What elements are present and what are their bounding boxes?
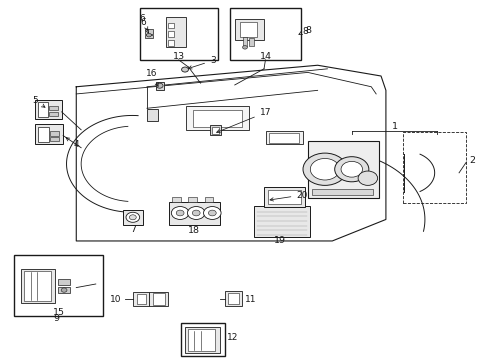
Bar [168,31,174,37]
Polygon shape [212,339,217,343]
Circle shape [146,33,151,37]
Bar [49,106,58,110]
Text: 3: 3 [188,56,215,69]
Polygon shape [188,22,195,26]
Text: 14: 14 [259,53,271,62]
Bar [140,8,217,60]
Bar [137,294,145,305]
Bar [14,255,103,316]
Text: 6: 6 [141,18,148,33]
Text: 12: 12 [226,333,238,342]
Bar [50,136,59,141]
Bar [149,292,167,306]
Bar [402,132,466,203]
Text: 2: 2 [469,156,475,165]
Bar [133,292,149,306]
Bar [144,30,153,34]
Bar [266,131,303,144]
Circle shape [357,171,377,185]
Circle shape [171,207,188,220]
Text: 9: 9 [54,314,60,323]
Text: 13: 13 [172,53,184,62]
Bar [50,131,59,135]
Text: 1: 1 [391,122,397,131]
Bar [168,23,174,28]
Bar [168,202,220,225]
Text: 8: 8 [298,27,308,36]
Circle shape [187,207,204,220]
Text: 11: 11 [244,294,256,303]
Bar [188,329,215,351]
Bar [264,187,305,207]
Bar [249,39,254,45]
Circle shape [334,157,368,182]
Text: 20: 20 [269,190,307,201]
Circle shape [129,215,136,220]
Circle shape [208,210,216,216]
Text: 6: 6 [140,14,147,30]
Bar [193,110,242,127]
Bar [144,35,153,39]
Bar [58,287,70,293]
Bar [58,279,70,285]
Bar [210,125,221,135]
Bar [227,293,238,305]
Text: 10: 10 [110,294,122,303]
Bar [184,327,220,353]
Bar [267,190,301,204]
Bar [24,271,51,301]
Bar [254,206,310,237]
Text: 7: 7 [130,225,136,234]
Circle shape [340,161,362,177]
Bar [147,109,158,121]
Bar [239,22,256,37]
Circle shape [176,210,183,216]
Circle shape [303,153,346,185]
Text: 18: 18 [188,226,200,235]
Bar [188,197,197,202]
Bar [153,293,164,305]
Text: 15: 15 [53,308,65,317]
Bar [224,291,242,306]
Circle shape [156,83,163,88]
Text: 19: 19 [274,236,285,245]
Circle shape [203,207,221,220]
Circle shape [192,210,200,216]
Bar [21,269,55,303]
Bar [212,127,219,134]
Text: 8: 8 [305,26,311,35]
Circle shape [61,288,67,292]
Bar [172,197,181,202]
Bar [38,102,48,117]
Text: 5: 5 [32,96,45,107]
Bar [168,40,174,45]
Bar [38,127,49,142]
Text: 16: 16 [146,69,158,86]
Circle shape [242,45,247,49]
Bar [311,189,372,195]
Circle shape [310,158,339,180]
Circle shape [181,67,188,72]
Circle shape [126,212,140,222]
Bar [242,37,247,45]
Text: 17: 17 [216,108,271,133]
Bar [185,107,249,130]
Bar [307,140,378,198]
Bar [234,19,264,40]
Text: 4: 4 [66,138,79,149]
Bar [229,8,300,60]
Bar [268,133,299,143]
Bar [204,197,213,202]
Bar [166,17,185,47]
Bar [122,210,143,225]
Bar [49,112,58,116]
Bar [156,82,163,90]
Bar [35,125,63,144]
Bar [35,100,61,119]
Bar [181,323,224,356]
